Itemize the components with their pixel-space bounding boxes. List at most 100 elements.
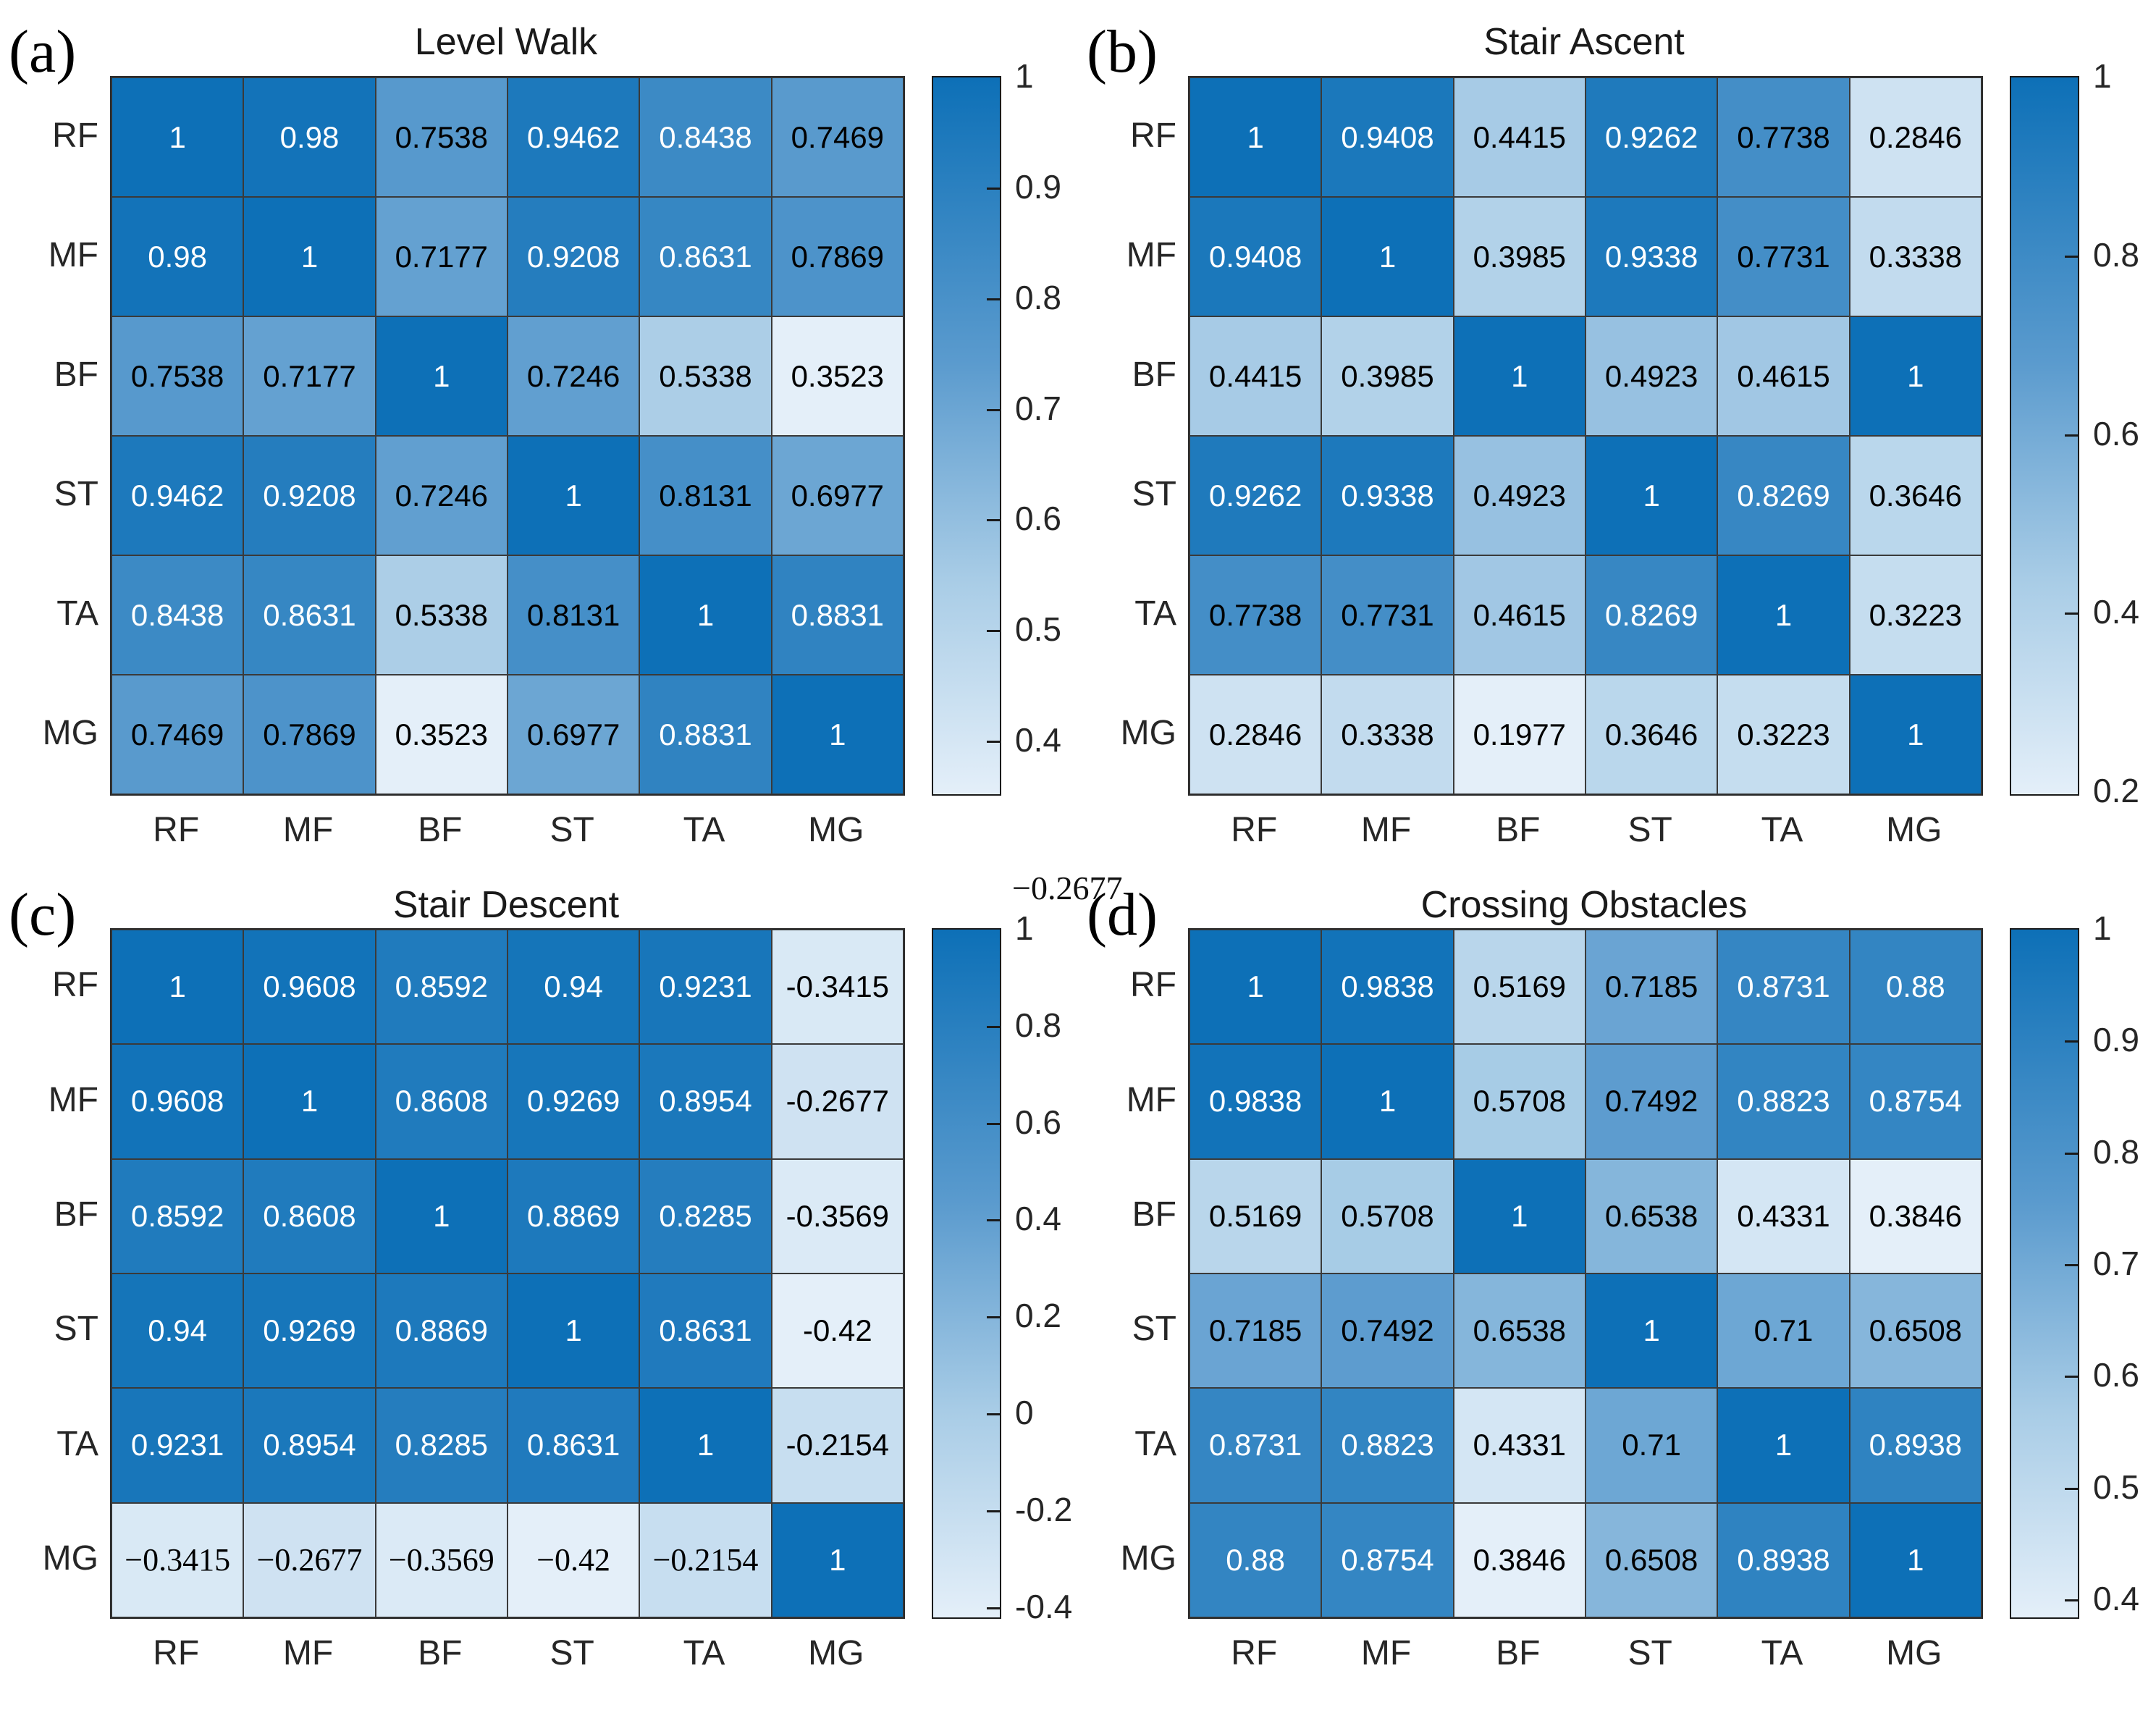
heatmap-grid: 1 0.9608 0.8592 0.94 0.9231 -0.3415 0.9608 1 0.8… (110, 928, 905, 1619)
matrix-cell: 0.3846 (1849, 1158, 1982, 1274)
cell-value: 0.7469 (130, 717, 224, 752)
panel-title: Crossing Obstacles (1420, 884, 1748, 926)
colorbar-tick-label: 0.9 (1015, 167, 1061, 206)
cell-value: 1 (1378, 1084, 1397, 1119)
matrix-cell: 0.5169 (1189, 1158, 1322, 1274)
matrix-cell: 1 (1717, 1388, 1850, 1503)
colorbar (2010, 76, 2079, 796)
matrix-cell: 0.9208 (507, 197, 640, 316)
colorbar-tick (987, 630, 1000, 633)
matrix-cell: 0.3985 (1453, 197, 1586, 316)
matrix-cell: 0.7469 (111, 675, 244, 794)
matrix-cell: 0.9208 (243, 436, 376, 555)
col-label: BF (418, 811, 463, 849)
row-label: RF (52, 116, 98, 155)
col-label: RF (153, 1634, 200, 1672)
matrix-cell: 0.98 (243, 77, 376, 197)
cell-value: 0.8831 (791, 597, 885, 632)
colorbar-tick (987, 741, 1000, 744)
cell-value: 0.4331 (1737, 1198, 1830, 1233)
colorbar-tick-label: 0.9 (2093, 1021, 2139, 1059)
matrix-cell: 0.8438 (639, 77, 772, 197)
cell-value: 0.8631 (526, 1428, 620, 1462)
colorbar-tick-label: 0.7 (1015, 389, 1061, 427)
cell-value: 0.3646 (1604, 717, 1698, 752)
matrix-cell: 1 (1849, 1502, 1982, 1617)
cell-value: 0.8938 (1737, 1542, 1830, 1577)
matrix-cell: 0.7469 (771, 77, 904, 197)
matrix-cell: 0.88 (1189, 1502, 1322, 1617)
matrix-cell: 0.9838 (1189, 1044, 1322, 1159)
matrix-cell: 1 (1189, 930, 1322, 1045)
matrix-cell: 0.4923 (1453, 436, 1586, 555)
matrix-cell: 1 (507, 1273, 640, 1389)
colorbar-tick-label: 1 (1015, 909, 1034, 947)
matrix-cell: 0.7177 (375, 197, 508, 316)
cell-value: 0.8631 (659, 239, 752, 274)
matrix-cell: 0.8823 (1321, 1388, 1454, 1503)
col-label: BF (1496, 811, 1541, 849)
matrix-cell: 0.3223 (1717, 675, 1850, 794)
cell-value: 0.9838 (1341, 969, 1434, 1004)
cell-value: 0.98 (148, 239, 208, 274)
cell-value: 1 (565, 1313, 582, 1348)
cell-value: 0.98 (279, 119, 340, 154)
cell-value: 0.9269 (526, 1084, 620, 1119)
cell-value: 0.3646 (1869, 478, 1963, 513)
cell-value: 0.6977 (526, 717, 620, 752)
cell-value: 0.9262 (1208, 478, 1302, 513)
cell-value: 0.9262 (1604, 119, 1698, 154)
cell-value: 1 (1907, 717, 1924, 752)
colorbar-tick-label: 0.5 (1015, 610, 1061, 649)
matrix-cell: 0.71 (1585, 1388, 1718, 1503)
matrix-cell: -0.42 (771, 1273, 904, 1389)
cell-value: 0.3985 (1473, 239, 1567, 274)
matrix-cell: 0.9608 (111, 1044, 244, 1159)
matrix-cell: 0.8269 (1585, 555, 1718, 675)
matrix-cell: 0.8823 (1717, 1044, 1850, 1159)
matrix-cell: 1 (1189, 77, 1322, 197)
colorbar-tick (987, 1413, 1000, 1415)
matrix-cell: 1 (1321, 197, 1454, 316)
cell-value: 0.3338 (1869, 239, 1963, 274)
cell-value: -0.3415 (786, 969, 890, 1004)
cell-value: -0.2677 (786, 1084, 890, 1119)
cell-value: 0.8869 (526, 1198, 620, 1233)
cell-value: 0.8823 (1737, 1084, 1830, 1119)
cell-value: 0.4415 (1473, 119, 1567, 154)
matrix-cell: 0.8592 (375, 930, 508, 1045)
colorbar (932, 928, 1001, 1619)
panel-title: Stair Ascent (1483, 21, 1685, 63)
matrix-cell: 0.8631 (639, 197, 772, 316)
cell-value: 1 (1247, 119, 1264, 154)
matrix-cell: 0.8285 (639, 1158, 772, 1274)
cell-value: 0.7246 (395, 478, 489, 513)
matrix-cell: 1 (639, 555, 772, 675)
col-label: TA (1761, 1634, 1803, 1672)
cell-value: 0.3846 (1473, 1542, 1567, 1577)
cell-value: 0.5169 (1473, 969, 1567, 1004)
col-label: ST (549, 1634, 594, 1672)
cell-value: 0.3223 (1737, 717, 1830, 752)
matrix-cell: 0.7492 (1321, 1273, 1454, 1389)
matrix-cell: 0.9408 (1189, 197, 1322, 316)
cell-value: 0.71 (1753, 1313, 1814, 1348)
matrix-cell: −0.2677 (243, 1502, 376, 1617)
matrix-cell: 0.9338 (1585, 197, 1718, 316)
cell-value: 1 (300, 239, 319, 274)
cell-value: 1 (829, 717, 846, 752)
cell-value: 0.8631 (263, 597, 356, 632)
cell-value: 0.9838 (1208, 1084, 1302, 1119)
matrix-cell: 0.8269 (1717, 436, 1850, 555)
matrix-cell: −0.3569 (375, 1502, 508, 1617)
cell-value: 1 (1378, 239, 1397, 274)
colorbar-tick-label: 0.6 (2093, 1356, 2139, 1394)
cell-value: 0.94 (544, 969, 604, 1004)
colorbar-tick (987, 519, 1000, 522)
row-label: BF (1132, 1195, 1176, 1234)
matrix-cell: 0.6538 (1585, 1158, 1718, 1274)
matrix-cell: 1 (771, 675, 904, 794)
col-label: TA (1761, 811, 1803, 849)
cell-value: 0.8438 (659, 119, 752, 154)
matrix-cell: 1 (1585, 436, 1718, 555)
